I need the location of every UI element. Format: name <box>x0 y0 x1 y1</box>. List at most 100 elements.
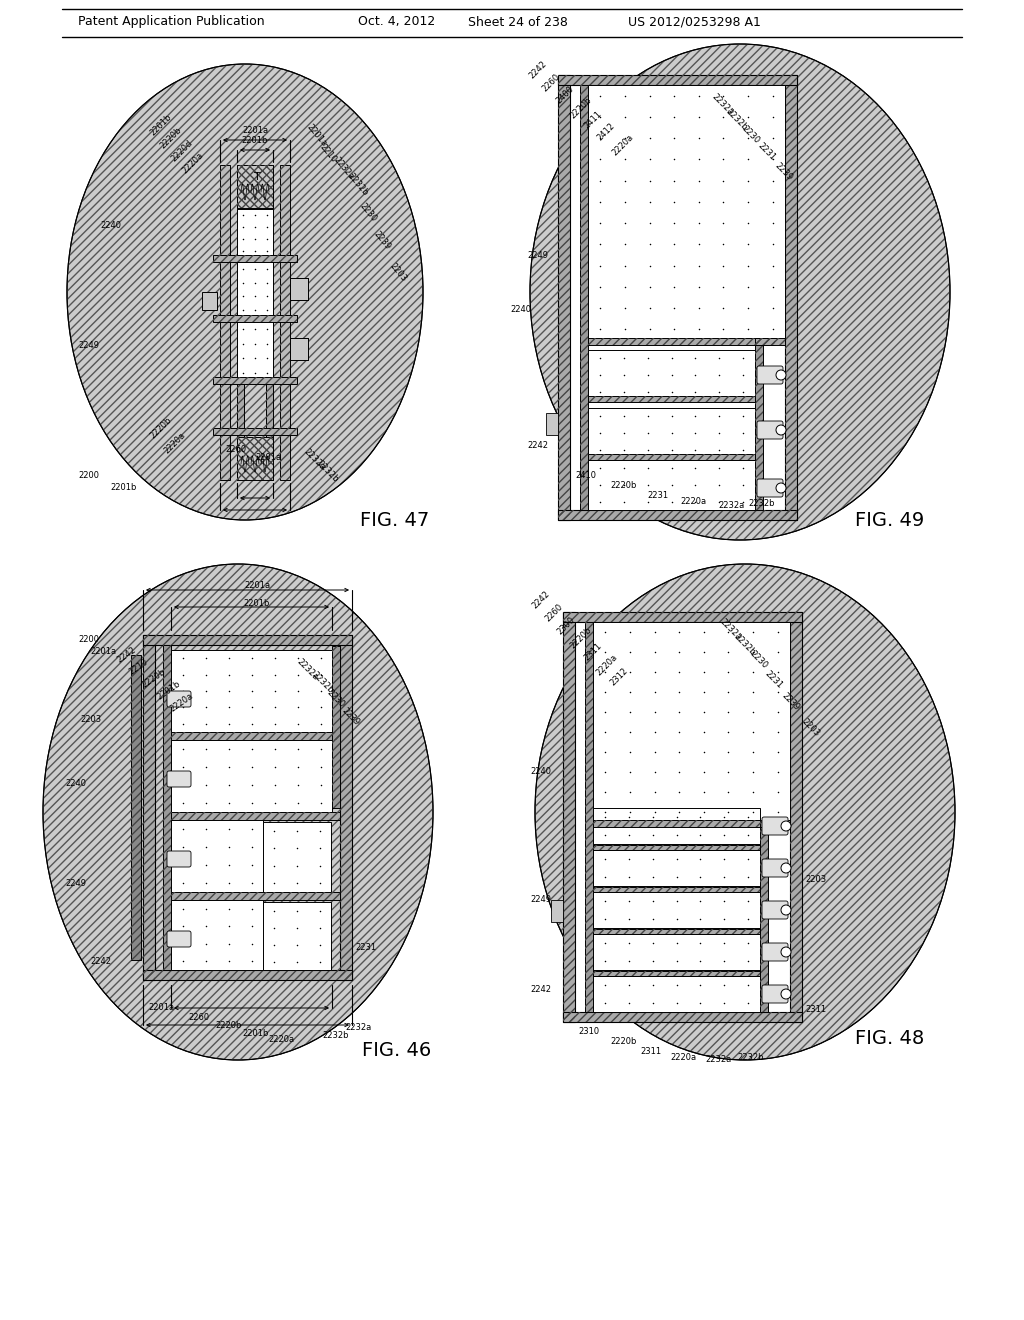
Text: 2232b: 2232b <box>737 1053 764 1063</box>
Text: 2220a: 2220a <box>610 132 635 157</box>
Bar <box>266 165 273 480</box>
Text: 2412: 2412 <box>595 121 616 143</box>
Bar <box>213 315 297 322</box>
Bar <box>546 413 558 436</box>
Text: 2310: 2310 <box>578 1027 599 1036</box>
Bar <box>237 437 273 480</box>
Text: 2232a: 2232a <box>710 92 735 117</box>
Bar <box>593 975 760 1012</box>
Bar <box>171 892 340 900</box>
Bar <box>588 84 785 341</box>
Text: 2249: 2249 <box>527 251 548 260</box>
Text: FIG. 47: FIG. 47 <box>360 511 429 529</box>
Text: 2232a: 2232a <box>718 618 743 643</box>
Bar <box>563 1012 802 1022</box>
Bar <box>563 612 575 1022</box>
Text: 2240: 2240 <box>530 767 551 776</box>
Bar <box>588 338 775 345</box>
Text: 2240: 2240 <box>65 780 86 788</box>
Text: 2230: 2230 <box>748 649 769 671</box>
Bar <box>551 900 563 921</box>
Bar <box>143 635 155 979</box>
Text: FIG. 48: FIG. 48 <box>855 1028 925 1048</box>
Bar <box>790 612 802 1022</box>
Bar <box>593 820 780 828</box>
Text: 2220b: 2220b <box>568 95 593 120</box>
Bar <box>563 612 575 1022</box>
Text: 2240: 2240 <box>100 220 121 230</box>
Text: 2232a: 2232a <box>302 447 327 473</box>
Bar <box>213 378 297 384</box>
Bar <box>755 345 763 510</box>
Bar <box>213 428 297 436</box>
Text: 2230: 2230 <box>358 201 379 223</box>
Text: 2239: 2239 <box>773 161 795 182</box>
FancyBboxPatch shape <box>167 690 191 708</box>
Bar <box>588 396 755 403</box>
Text: 2210: 2210 <box>318 143 338 164</box>
Text: 2242: 2242 <box>530 986 551 994</box>
FancyBboxPatch shape <box>762 985 788 1003</box>
Text: 2232b: 2232b <box>732 632 757 657</box>
Text: 2311: 2311 <box>582 642 603 663</box>
Bar <box>213 378 297 384</box>
Text: 2232a: 2232a <box>718 500 744 510</box>
FancyBboxPatch shape <box>167 931 191 946</box>
Bar <box>785 75 797 520</box>
Bar <box>220 165 230 480</box>
Text: 2260: 2260 <box>188 1014 209 1023</box>
Bar <box>790 612 802 1022</box>
Text: 2210: 2210 <box>127 657 150 677</box>
FancyBboxPatch shape <box>757 421 783 440</box>
Text: FIG. 46: FIG. 46 <box>362 1040 431 1060</box>
Text: 2249: 2249 <box>65 879 86 887</box>
Bar <box>593 850 760 886</box>
Text: 2231: 2231 <box>763 669 784 690</box>
Text: 2242: 2242 <box>115 645 137 665</box>
Bar <box>340 635 352 979</box>
Text: Sheet 24 of 238: Sheet 24 of 238 <box>468 16 568 29</box>
Text: 2410: 2410 <box>575 470 596 479</box>
Text: 2260: 2260 <box>225 446 246 454</box>
Bar <box>237 165 244 480</box>
Bar <box>755 338 785 345</box>
Circle shape <box>781 821 791 832</box>
Bar <box>213 255 297 261</box>
Text: 2232b: 2232b <box>346 172 370 198</box>
Text: 2201b: 2201b <box>155 678 182 701</box>
Bar <box>760 820 790 828</box>
Bar <box>563 1012 802 1022</box>
Bar <box>558 75 570 520</box>
Text: 2203: 2203 <box>80 715 101 725</box>
Text: 2260: 2260 <box>543 602 564 623</box>
Bar <box>280 165 290 480</box>
Bar <box>593 935 760 970</box>
Text: 2311: 2311 <box>805 1006 826 1015</box>
Text: 2312: 2312 <box>608 667 630 688</box>
Bar <box>588 454 755 459</box>
Text: 2220d: 2220d <box>169 139 194 164</box>
Text: 2231: 2231 <box>355 944 376 953</box>
Bar <box>593 622 790 822</box>
Text: 2201b: 2201b <box>148 112 173 137</box>
Bar <box>580 84 588 510</box>
Bar <box>171 733 340 741</box>
Bar <box>760 828 768 1012</box>
Text: 2311: 2311 <box>640 1048 662 1056</box>
Text: 2220a: 2220a <box>268 1035 294 1044</box>
Bar <box>220 165 230 480</box>
Text: 2220a: 2220a <box>670 1053 696 1063</box>
Bar <box>340 635 352 979</box>
Text: 2203: 2203 <box>388 261 409 282</box>
Bar <box>580 84 588 510</box>
Bar <box>755 338 785 345</box>
Bar <box>266 165 273 480</box>
Text: 2411: 2411 <box>582 110 603 131</box>
Bar <box>755 345 763 510</box>
Bar <box>237 322 273 380</box>
Bar <box>237 261 273 317</box>
Text: 2231: 2231 <box>756 141 777 162</box>
Bar <box>593 972 760 975</box>
Bar <box>593 887 760 892</box>
Bar <box>143 635 352 645</box>
